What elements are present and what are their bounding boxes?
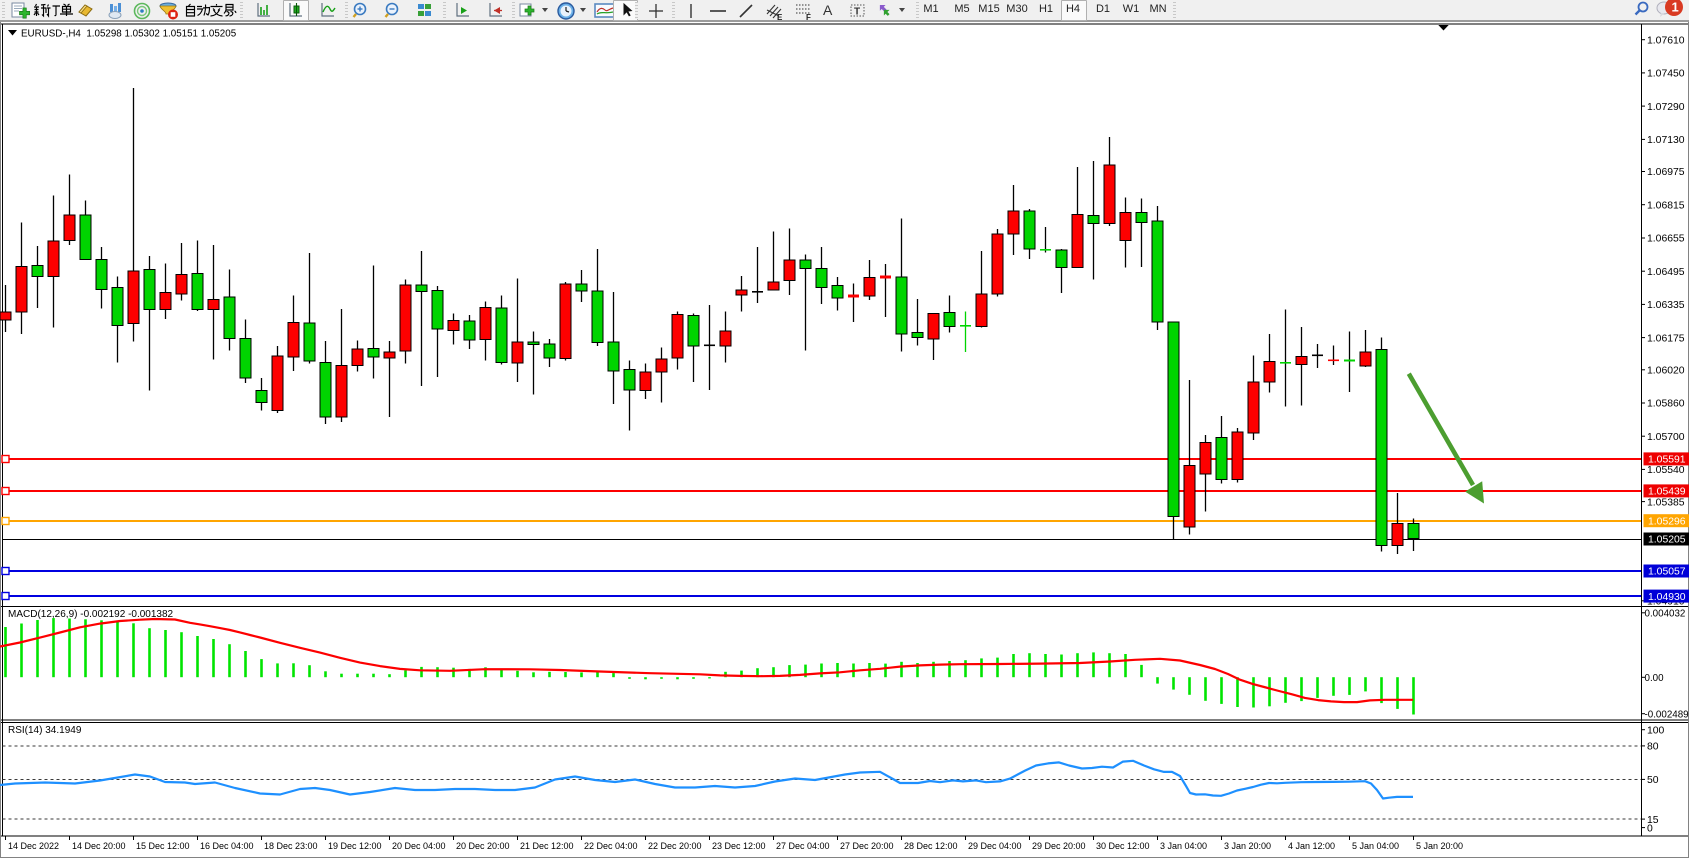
svg-text:27 Dec 20:00: 27 Dec 20:00 [840, 841, 894, 851]
svg-text:1.07610: 1.07610 [1647, 35, 1685, 46]
svg-text:23 Dec 12:00: 23 Dec 12:00 [712, 841, 766, 851]
svg-text:1.06495: 1.06495 [1647, 267, 1685, 278]
svg-text:E: E [777, 13, 783, 21]
svg-text:27 Dec 04:00: 27 Dec 04:00 [776, 841, 830, 851]
svg-text:1.06175: 1.06175 [1647, 333, 1685, 344]
svg-text:1.07290: 1.07290 [1647, 102, 1685, 113]
svg-text:1.06335: 1.06335 [1647, 300, 1685, 311]
svg-text:F: F [806, 13, 811, 21]
svg-text:0.004032: 0.004032 [1645, 609, 1686, 620]
svg-text:1.06020: 1.06020 [1647, 366, 1685, 377]
svg-text:1.05385: 1.05385 [1647, 497, 1685, 508]
svg-text:15: 15 [1647, 815, 1659, 826]
svg-text:14 Dec 20:00: 14 Dec 20:00 [72, 841, 126, 851]
svg-text:22 Dec 04:00: 22 Dec 04:00 [584, 841, 638, 851]
svg-text:1.04930: 1.04930 [1648, 592, 1686, 603]
svg-text:15 Dec 12:00: 15 Dec 12:00 [136, 841, 190, 851]
svg-text:14 Dec 2022: 14 Dec 2022 [8, 841, 59, 851]
svg-text:3 Jan 04:00: 3 Jan 04:00 [1160, 841, 1207, 851]
svg-text:5 Jan 04:00: 5 Jan 04:00 [1352, 841, 1399, 851]
svg-text:1.05439: 1.05439 [1648, 487, 1686, 498]
svg-text:3 Jan 20:00: 3 Jan 20:00 [1224, 841, 1271, 851]
svg-text:29 Dec 20:00: 29 Dec 20:00 [1032, 841, 1086, 851]
svg-text:1.05591: 1.05591 [1648, 455, 1686, 466]
svg-text:30 Dec 12:00: 30 Dec 12:00 [1096, 841, 1150, 851]
svg-text:16 Dec 04:00: 16 Dec 04:00 [200, 841, 254, 851]
svg-text:1.07450: 1.07450 [1647, 69, 1685, 80]
svg-text:MACD(12,26,9) -0.002192 -0.001: MACD(12,26,9) -0.002192 -0.001382 [8, 609, 174, 620]
svg-text:0.00: 0.00 [1645, 673, 1665, 684]
svg-text:1.05860: 1.05860 [1647, 399, 1685, 410]
svg-text:1.05540: 1.05540 [1647, 465, 1685, 476]
svg-text:50: 50 [1647, 775, 1659, 786]
svg-text:RSI(14) 34.1949: RSI(14) 34.1949 [8, 725, 82, 736]
svg-text:1.06815: 1.06815 [1647, 200, 1685, 211]
svg-text:80: 80 [1647, 742, 1659, 753]
svg-text:1.05205: 1.05205 [1648, 535, 1686, 546]
svg-text:-0.002489: -0.002489 [1645, 709, 1689, 720]
svg-text:1: 1 [1672, 0, 1679, 15]
svg-text:20 Dec 04:00: 20 Dec 04:00 [392, 841, 446, 851]
svg-text:4 Jan 12:00: 4 Jan 12:00 [1288, 841, 1335, 851]
svg-text:28 Dec 12:00: 28 Dec 12:00 [904, 841, 958, 851]
svg-text:1.06655: 1.06655 [1647, 234, 1685, 245]
svg-text:1.07130: 1.07130 [1647, 135, 1685, 146]
svg-text:100: 100 [1647, 725, 1665, 736]
svg-text:T: T [854, 7, 860, 18]
svg-text:1.05057: 1.05057 [1648, 567, 1686, 578]
svg-text:29 Dec 04:00: 29 Dec 04:00 [968, 841, 1022, 851]
svg-text:22 Dec 20:00: 22 Dec 20:00 [648, 841, 702, 851]
svg-text:19 Dec 12:00: 19 Dec 12:00 [328, 841, 382, 851]
svg-text:5 Jan 20:00: 5 Jan 20:00 [1416, 841, 1463, 851]
svg-text:1.05700: 1.05700 [1647, 432, 1685, 443]
svg-text:21 Dec 12:00: 21 Dec 12:00 [520, 841, 574, 851]
svg-text:1.06975: 1.06975 [1647, 167, 1685, 178]
svg-text:18 Dec 23:00: 18 Dec 23:00 [264, 841, 318, 851]
svg-text:0: 0 [1647, 823, 1653, 834]
svg-text:EURUSD-,H4 1.05298 1.05302 1.: EURUSD-,H4 1.05298 1.05302 1.05151 1.052… [21, 29, 237, 40]
svg-text:20 Dec 20:00: 20 Dec 20:00 [456, 841, 510, 851]
svg-text:1.05296: 1.05296 [1648, 516, 1686, 527]
